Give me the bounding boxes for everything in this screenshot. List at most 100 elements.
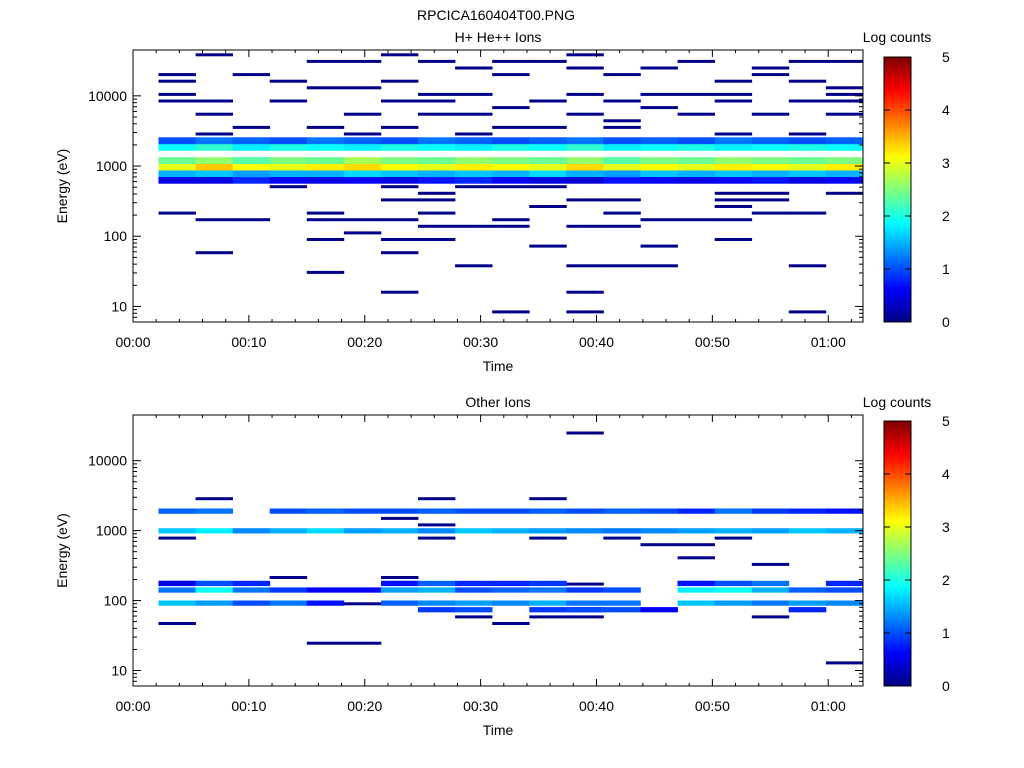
heatmap-cell — [677, 143, 715, 151]
heatmap-cell — [603, 125, 641, 129]
heatmap-cell — [455, 264, 493, 268]
colorbar-title: Log counts — [863, 29, 932, 45]
heatmap-cell — [269, 576, 308, 579]
colorbar-swatch — [884, 522, 911, 526]
heatmap-cell — [158, 622, 196, 625]
heatmap-cell — [788, 600, 827, 606]
heatmap-cell — [566, 508, 604, 514]
heatmap-cell — [343, 508, 382, 514]
heatmap-cell — [306, 211, 345, 215]
heatmap-cell — [825, 528, 864, 534]
colorbar-swatch — [884, 257, 911, 261]
heatmap-cell — [825, 143, 864, 151]
colorbar-swatch — [884, 231, 911, 235]
heatmap-cell — [566, 92, 604, 96]
heatmap-cell — [158, 211, 196, 215]
heatmap-cell — [603, 198, 641, 202]
heatmap-cell — [714, 163, 753, 171]
y-tick-label: 10 — [111, 662, 127, 678]
heatmap-cell — [603, 99, 641, 103]
colorbar-swatch — [884, 291, 911, 294]
heatmap-cell — [714, 238, 753, 241]
heatmap-cell — [603, 264, 641, 268]
heatmap-cell — [492, 73, 530, 77]
heatmap-cell — [195, 53, 233, 57]
colorbar-swatch — [884, 83, 911, 87]
heatmap-cell — [677, 157, 715, 164]
colorbar-swatch — [884, 469, 911, 473]
heatmap-cell — [455, 163, 493, 171]
heatmap-cell — [566, 198, 604, 202]
heatmap-cell — [418, 99, 456, 103]
heatmap-cell — [455, 92, 493, 96]
heatmap-cell — [640, 157, 678, 164]
heatmap-cell — [529, 508, 567, 514]
colorbar-swatch — [884, 317, 911, 321]
heatmap-cells — [158, 53, 864, 314]
heatmap-cell — [232, 157, 271, 164]
heatmap-cell — [603, 528, 641, 534]
heatmap-cell — [455, 224, 493, 228]
colorbar-swatch — [884, 282, 911, 285]
heatmap-cell — [232, 528, 271, 534]
colorbar-swatch — [884, 674, 911, 678]
colorbar-swatch — [884, 672, 911, 676]
heatmap-cell — [529, 59, 567, 63]
colorbar-swatch — [884, 65, 911, 69]
heatmap-cell — [529, 244, 567, 248]
colorbar-tick-label: 2 — [942, 208, 950, 224]
heatmap-cell — [306, 86, 345, 90]
colorbar-swatch — [884, 266, 911, 270]
heatmap-cell — [381, 251, 419, 255]
colorbar-swatch — [884, 262, 911, 265]
colorbar-swatch — [884, 630, 911, 634]
colorbar-swatch — [884, 61, 911, 65]
colorbar-swatch — [884, 573, 911, 576]
heatmap-cell — [825, 170, 864, 178]
heatmap-cell — [492, 125, 530, 129]
heatmap-cell — [603, 176, 641, 184]
heatmap-cell — [788, 79, 827, 83]
colorbar-swatch — [884, 489, 911, 493]
colorbar-swatch — [884, 176, 911, 179]
chart-panel-other-ions: 00:00 00:10 00:20 00:30 00:40 00:50 01:0010100… — [54, 394, 950, 738]
heatmap-cell — [158, 580, 196, 587]
heatmap-cell — [566, 615, 604, 619]
heatmap-cell — [269, 143, 308, 151]
colorbar-swatch — [884, 59, 911, 62]
colorbar-swatch — [884, 125, 911, 129]
colorbar-swatch — [884, 304, 911, 307]
colorbar-swatch — [884, 447, 911, 451]
heatmap-cell — [381, 99, 419, 103]
heatmap-cell — [381, 528, 419, 534]
heatmap-cell — [640, 244, 678, 248]
heatmap-cell — [306, 157, 345, 164]
colorbar-swatch — [884, 182, 911, 186]
colorbar-tick-label: 2 — [942, 572, 950, 588]
heatmap-cell — [232, 170, 271, 178]
heatmap-cell — [788, 137, 827, 145]
heatmap-cell — [418, 163, 456, 171]
colorbar-swatch — [884, 568, 911, 572]
colorbar-swatch — [884, 127, 911, 131]
heatmap-cell — [751, 562, 790, 566]
heatmap-cell — [343, 132, 382, 136]
heatmap-cell — [418, 497, 456, 501]
heatmap-cell — [418, 508, 456, 514]
heatmap-cell — [603, 137, 641, 145]
colorbar-swatch — [884, 211, 911, 215]
colorbar-swatch — [884, 288, 911, 292]
heatmap-cell — [566, 163, 604, 171]
colorbar-swatch — [884, 564, 911, 568]
colorbar-swatch — [884, 207, 911, 210]
heatmap-cell — [825, 600, 864, 606]
colorbar-swatch — [884, 302, 911, 305]
heatmap-cell — [455, 66, 493, 70]
colorbar-swatch — [884, 524, 911, 528]
heatmap-cell — [232, 143, 271, 151]
x-axis-label: Time — [483, 358, 514, 374]
colorbar-swatch — [884, 260, 911, 263]
heatmap-cell — [418, 176, 456, 184]
heatmap-cell — [714, 176, 753, 184]
